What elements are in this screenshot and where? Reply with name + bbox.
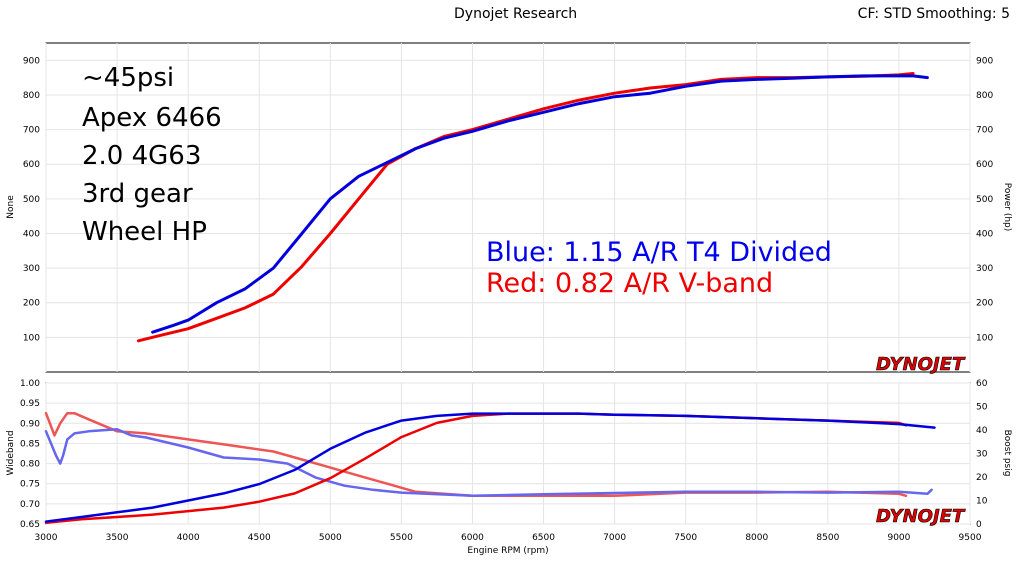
wideband-series-blue — [44, 428, 933, 498]
power-y-right-tick-label: 800 — [976, 91, 993, 101]
note-boost: ~45psi — [82, 63, 174, 93]
x-tick-label: 7000 — [603, 533, 626, 543]
wideband-y-axis-label: Wideband — [6, 430, 16, 475]
wideband-y-tick-label: 0.65 — [20, 520, 40, 530]
chart-header-info: CF: STD Smoothing: 5 — [857, 6, 1010, 22]
x-tick-label: 7500 — [674, 533, 697, 543]
power-series-blue — [151, 74, 929, 334]
note-units: Wheel HP — [82, 217, 207, 247]
wideband-y-tick-label: 0.95 — [20, 399, 40, 409]
power-y-tick-label: 100 — [23, 333, 40, 343]
power-y-tick-label: 300 — [23, 264, 40, 274]
x-tick-label: 3000 — [35, 533, 58, 543]
legend-blue: Blue: 1.15 A/R T4 Divided — [486, 237, 832, 268]
legend-red: Red: 0.82 A/R V-band — [486, 268, 773, 299]
power-y-tick-label: 700 — [23, 126, 40, 136]
x-tick-label: 4500 — [248, 533, 271, 543]
wideband-y-tick-label: 0.85 — [20, 439, 40, 449]
power-y-right-tick-label: 200 — [976, 299, 993, 309]
x-tick-label: 5000 — [319, 533, 342, 543]
dynojet-logo-top: DYNOJET — [876, 354, 966, 375]
power-y-right-tick-label: 900 — [976, 56, 993, 66]
x-tick-label: 4000 — [177, 533, 200, 543]
power-y-tick-label: 600 — [23, 160, 40, 170]
power-y-right-tick-label: 300 — [976, 264, 993, 274]
wideband-y-tick-label: 0.75 — [20, 480, 40, 490]
power-y-tick-label: 500 — [23, 195, 40, 205]
boost-y-tick-label: 10 — [976, 497, 988, 507]
wideband-y-tick-label: 0.80 — [20, 460, 40, 470]
boost-y-tick-label: 50 — [976, 403, 988, 413]
power-y-axis-label: None — [6, 195, 16, 219]
wideband-y-tick-label: 0.70 — [20, 500, 40, 510]
x-tick-label: 8000 — [745, 533, 768, 543]
boost-y-tick-label: 0 — [976, 520, 982, 530]
dynojet-logo-bottom: DYNOJET — [876, 506, 966, 527]
x-axis-label: Engine RPM (rpm) — [467, 546, 548, 556]
power-y-axis-right-label: Power (hp) — [1002, 183, 1012, 232]
power-y-tick-label: 200 — [23, 299, 40, 309]
x-tick-label: 9000 — [887, 533, 910, 543]
boost-y-tick-label: 30 — [976, 450, 988, 460]
wideband-y-tick-label: 0.90 — [20, 419, 40, 429]
x-tick-label: 8500 — [816, 533, 839, 543]
wideband-y-tick-label: 1.00 — [20, 379, 40, 389]
boost-y-tick-label: 40 — [976, 426, 988, 436]
power-y-right-tick-label: 400 — [976, 229, 993, 239]
x-tick-label: 3500 — [106, 533, 129, 543]
power-y-tick-label: 400 — [23, 229, 40, 239]
boost-y-tick-label: 20 — [976, 473, 988, 483]
power-y-tick-label: 800 — [23, 91, 40, 101]
x-tick-label: 5500 — [390, 533, 413, 543]
note-gear: 3rd gear — [82, 179, 193, 209]
power-y-right-tick-label: 500 — [976, 195, 993, 205]
x-tick-label: 6000 — [461, 533, 484, 543]
boost-y-axis-label: Boost psig — [1002, 430, 1012, 477]
power-y-right-tick-label: 700 — [976, 126, 993, 136]
chart-header-title: Dynojet Research — [454, 6, 578, 22]
boost-series-blue — [44, 412, 936, 523]
power-y-right-tick-label: 100 — [976, 333, 993, 343]
power-y-tick-label: 900 — [23, 56, 40, 66]
wideband-plot-frame — [45, 382, 971, 525]
power-plot-frame — [45, 42, 971, 373]
power-y-right-tick-label: 600 — [976, 160, 993, 170]
note-engine: 2.0 4G63 — [82, 141, 201, 171]
boost-y-tick-label: 60 — [976, 379, 988, 389]
note-turbo: Apex 6466 — [82, 103, 222, 133]
x-tick-label: 6500 — [532, 533, 555, 543]
x-tick-label: 9500 — [959, 533, 982, 543]
